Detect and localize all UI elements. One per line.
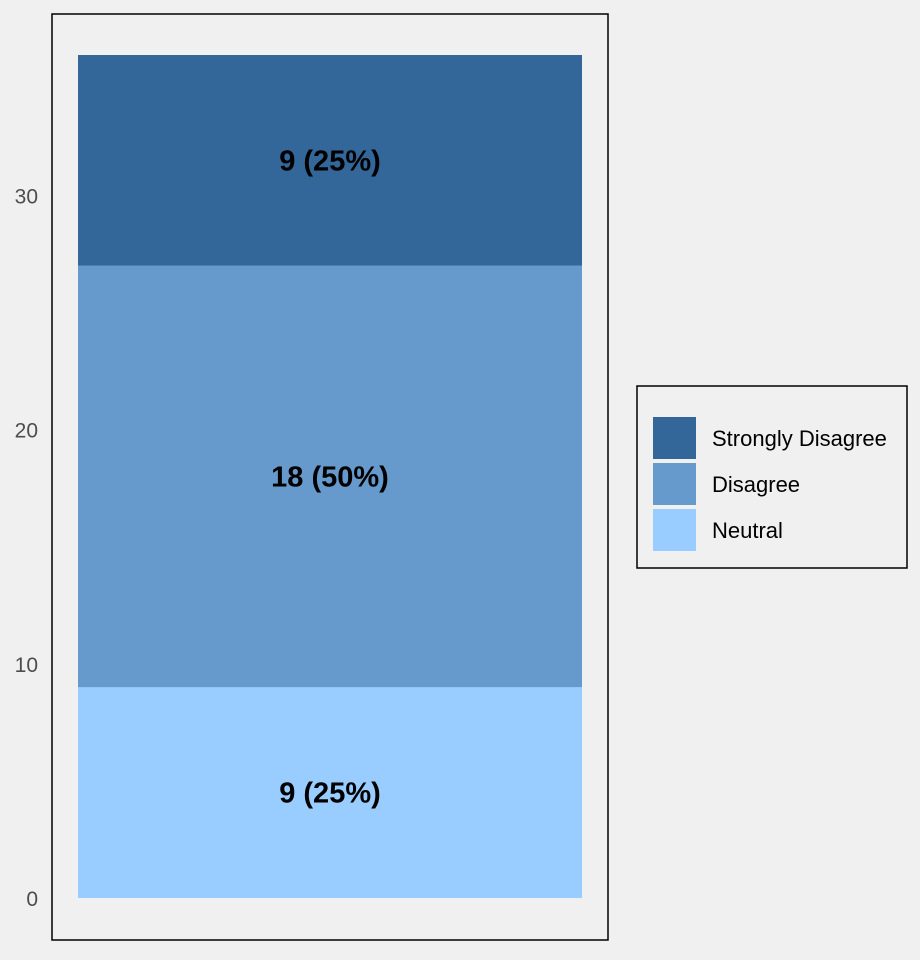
bar-segments	[78, 55, 582, 898]
legend-label-neutral: Neutral	[712, 518, 783, 543]
y-tick-label-0: 0	[26, 888, 38, 911]
legend-border	[636, 385, 908, 569]
legend-label-disagree: Disagree	[712, 472, 800, 497]
y-tick-label-30: 30	[15, 186, 38, 209]
y-tick-label-10: 10	[15, 654, 38, 677]
legend: Strongly Disagree Disagree Neutral	[636, 385, 908, 569]
y-axis-ticks: 0 10 20 30	[15, 186, 38, 912]
legend-key-disagree	[653, 463, 696, 505]
bar-segment-neutral	[78, 687, 582, 898]
y-tick-label-20: 20	[15, 420, 38, 443]
data-labels: 9 (25%) 18 (50%) 9 (25%)	[271, 145, 389, 809]
legend-label-strongly-disagree: Strongly Disagree	[712, 426, 887, 451]
bar-segment-strongly-disagree	[78, 55, 582, 266]
data-label-disagree: 18 (50%)	[271, 462, 389, 494]
legend-key-strongly-disagree	[653, 417, 696, 459]
legend-key-neutral	[653, 509, 696, 551]
data-label-neutral: 9 (25%)	[279, 778, 381, 810]
plot-panel-border	[51, 13, 609, 941]
data-label-strongly-disagree: 9 (25%)	[279, 145, 381, 177]
bar-segment-disagree	[78, 265, 582, 688]
